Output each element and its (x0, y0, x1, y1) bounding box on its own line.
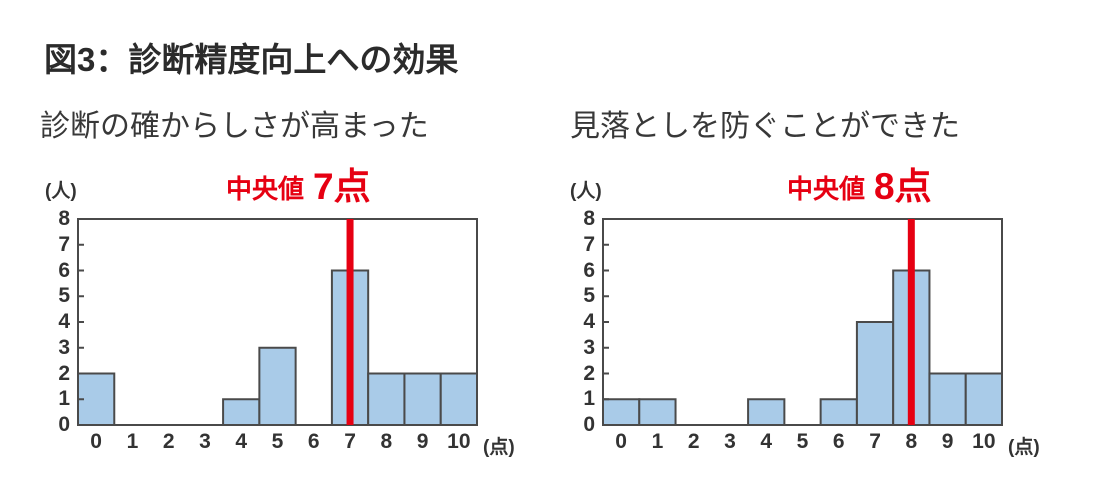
y-axis-tick-label: 4 (583, 310, 595, 333)
y-axis-tick-label: 7 (58, 232, 70, 256)
bar-10 (964, 372, 1003, 426)
x-axis-tick-label: 6 (832, 430, 845, 453)
plot-frame (77, 218, 478, 426)
x-axis-tick-label: 8 (380, 430, 393, 453)
y-axis-tick-label: 6 (583, 258, 595, 282)
x-axis-tick-label: 8 (905, 430, 918, 453)
bar-4 (222, 398, 261, 426)
median-annotation: 中央値 8点 (787, 161, 932, 205)
x-axis-tick-label: 7 (869, 430, 881, 453)
y-axis-unit-label: (人) (45, 181, 77, 202)
y-axis-unit-label: (人) (570, 181, 602, 202)
median-value-label: 8点 (874, 166, 932, 207)
x-axis-tick-label: 0 (615, 430, 627, 453)
y-axis-tick-label: 5 (583, 284, 595, 308)
x-axis-tick-label: 3 (724, 430, 736, 453)
x-axis-tick-label: 1 (651, 430, 664, 453)
y-axis-tick-label: 8 (583, 207, 595, 230)
y-axis-tick-label: 4 (58, 310, 70, 333)
histogram-plot-area (77, 218, 478, 426)
x-axis-tick-label: 2 (162, 430, 175, 453)
y-axis-tick-label: 8 (58, 207, 70, 230)
y-axis-tick-label: 1 (583, 387, 595, 411)
y-axis-tick-label: 3 (583, 335, 595, 359)
y-axis-tick-label: 0 (583, 413, 595, 436)
x-axis-tick-label: 10 (447, 430, 471, 453)
y-axis-tick-label: 1 (58, 387, 70, 411)
y-axis-tick-label: 6 (58, 258, 70, 282)
bar-5 (258, 346, 297, 426)
x-axis-tick-label: 10 (972, 430, 996, 453)
x-axis-tick-label: 4 (760, 430, 773, 453)
x-axis-tick-label: 5 (796, 430, 809, 453)
bar-9 (928, 372, 967, 426)
bar-4 (747, 398, 786, 426)
x-axis-unit-label: (点) (1008, 437, 1040, 458)
histogram-certainty: (人) 中央値 7点 (点) 0 1 2 3 4 5 6 7 8 0 1 2 3 4 5 6 7 8 9 10 (40, 160, 575, 475)
histogram-plot-area (602, 218, 1003, 426)
median-annotation: 中央値 7点 (226, 161, 371, 205)
x-axis-tick-label: 4 (235, 430, 248, 453)
bar-1 (638, 398, 677, 426)
y-axis-tick-label: 3 (58, 335, 70, 359)
bar-0 (602, 398, 641, 426)
x-axis-unit-label: (点) (483, 437, 515, 458)
y-axis-tick-label: 2 (583, 361, 595, 385)
x-axis-tick-label: 5 (271, 430, 284, 453)
y-axis-tick-label: 5 (58, 284, 70, 308)
x-axis-tick-label: 6 (307, 430, 320, 453)
bar-8 (367, 372, 406, 426)
subtitle-left-chart: 診断の確からしさが高まった (40, 110, 429, 143)
x-axis-tick-label: 7 (344, 430, 356, 453)
bar-6 (819, 398, 858, 426)
histogram-oversight: (人) 中央値 8点 (点) 0 1 2 3 4 5 6 7 8 0 1 2 3 4 5 6 7 8 9 10 (565, 160, 1100, 475)
y-axis-tick-label: 7 (583, 232, 595, 256)
median-prefix-label: 中央値 (787, 173, 866, 204)
x-axis-tick-label: 1 (126, 430, 139, 453)
subtitle-right-chart: 見落としを防ぐことができた (570, 110, 960, 143)
median-value-label: 7点 (313, 166, 371, 207)
y-axis-tick-label: 0 (58, 413, 70, 436)
figure-title: 図3：診断精度向上への効果 (44, 41, 459, 78)
x-axis-tick-label: 2 (687, 430, 700, 453)
median-prefix-label: 中央値 (226, 173, 305, 204)
plot-frame (602, 218, 1003, 426)
x-axis-tick-label: 0 (90, 430, 102, 453)
x-axis-tick-label: 9 (416, 430, 429, 453)
bar-10 (439, 372, 478, 426)
bar-7 (855, 321, 895, 426)
y-axis-tick-label: 2 (58, 361, 70, 385)
x-axis-tick-label: 3 (199, 430, 211, 453)
bar-9 (403, 372, 442, 426)
x-axis-tick-label: 9 (941, 430, 954, 453)
